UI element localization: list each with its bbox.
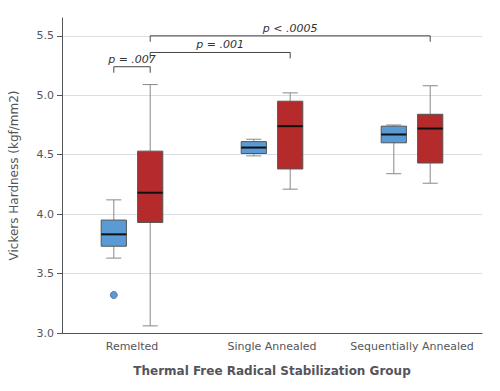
svg-text:3.5: 3.5	[37, 267, 55, 280]
svg-text:4.5: 4.5	[37, 148, 55, 161]
svg-text:Vickers Hardness (kgf/mm2): Vickers Hardness (kgf/mm2)	[7, 90, 21, 260]
svg-text:Thermal Free Radical Stabiliza: Thermal Free Radical Stabilization Group	[133, 364, 411, 378]
svg-text:3.0: 3.0	[37, 327, 55, 340]
svg-text:Single Annealed: Single Annealed	[227, 340, 316, 353]
svg-text:4.0: 4.0	[37, 208, 55, 221]
svg-text:Remelted: Remelted	[106, 340, 159, 353]
svg-text:p = .007: p = .007	[107, 53, 156, 66]
svg-text:5.0: 5.0	[37, 89, 55, 102]
svg-text:Sequentially Annealed: Sequentially Annealed	[350, 340, 473, 353]
svg-text:5.5: 5.5	[37, 29, 55, 42]
svg-text:p < .0005: p < .0005	[262, 22, 318, 35]
svg-text:p = .001: p = .001	[195, 38, 244, 51]
